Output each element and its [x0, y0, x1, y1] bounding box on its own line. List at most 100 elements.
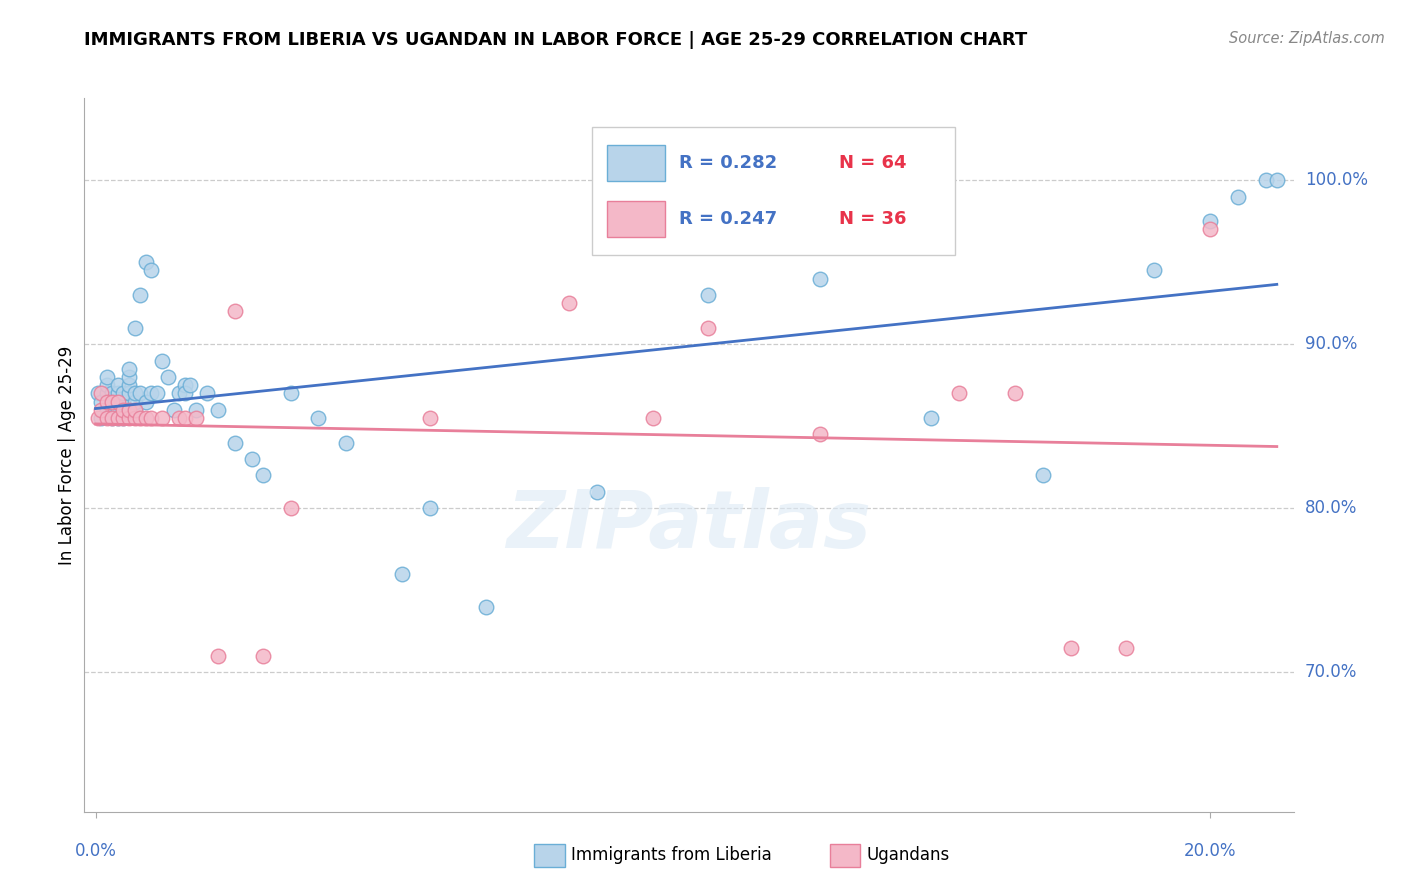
- Point: [1265, 173, 1288, 187]
- Point: [1143, 263, 1166, 277]
- Text: 80.0%: 80.0%: [1305, 500, 1357, 517]
- Point: [135, 394, 157, 409]
- Point: [1254, 173, 1277, 187]
- Bar: [607, 202, 665, 237]
- Point: [112, 402, 135, 417]
- Point: [335, 435, 357, 450]
- Text: Ugandans: Ugandans: [866, 847, 949, 864]
- Text: N = 64: N = 64: [839, 153, 907, 171]
- Point: [808, 271, 831, 285]
- Point: [124, 394, 146, 409]
- Point: [124, 402, 146, 417]
- Point: [179, 378, 201, 392]
- Point: [101, 411, 124, 425]
- Point: [280, 501, 302, 516]
- Point: [224, 435, 246, 450]
- Point: [156, 370, 179, 384]
- Point: [195, 386, 218, 401]
- Text: N = 36: N = 36: [839, 211, 907, 228]
- Point: [173, 411, 195, 425]
- Point: [141, 386, 163, 401]
- Point: [252, 648, 274, 663]
- Point: [162, 402, 184, 417]
- Point: [1199, 214, 1222, 228]
- Point: [107, 402, 129, 417]
- Point: [90, 386, 112, 401]
- Point: [101, 394, 124, 409]
- Point: [697, 288, 720, 302]
- Point: [135, 255, 157, 269]
- Point: [1115, 640, 1137, 655]
- Point: [184, 402, 207, 417]
- Point: [107, 386, 129, 401]
- Point: [107, 411, 129, 425]
- Point: [96, 394, 118, 409]
- Point: [90, 394, 112, 409]
- Point: [224, 304, 246, 318]
- Point: [252, 468, 274, 483]
- Point: [173, 378, 195, 392]
- Point: [118, 361, 141, 376]
- Text: Immigrants from Liberia: Immigrants from Liberia: [571, 847, 772, 864]
- Point: [107, 394, 129, 409]
- Point: [307, 411, 329, 425]
- Point: [1032, 468, 1054, 483]
- Point: [129, 411, 152, 425]
- Point: [112, 411, 135, 425]
- Point: [87, 386, 110, 401]
- Point: [101, 394, 124, 409]
- Point: [107, 394, 129, 409]
- Point: [150, 353, 173, 368]
- Point: [129, 288, 152, 302]
- Point: [391, 566, 413, 581]
- Y-axis label: In Labor Force | Age 25-29: In Labor Force | Age 25-29: [58, 345, 76, 565]
- Point: [1059, 640, 1081, 655]
- Point: [948, 386, 970, 401]
- Point: [90, 411, 112, 425]
- Text: IMMIGRANTS FROM LIBERIA VS UGANDAN IN LABOR FORCE | AGE 25-29 CORRELATION CHART: IMMIGRANTS FROM LIBERIA VS UGANDAN IN LA…: [84, 31, 1028, 49]
- Point: [419, 501, 441, 516]
- Point: [1199, 222, 1222, 236]
- Point: [124, 402, 146, 417]
- Point: [641, 411, 664, 425]
- Bar: [607, 145, 665, 180]
- Point: [90, 402, 112, 417]
- Text: 100.0%: 100.0%: [1305, 171, 1368, 189]
- Point: [87, 411, 110, 425]
- Point: [124, 411, 146, 425]
- Point: [118, 378, 141, 392]
- Point: [118, 370, 141, 384]
- Point: [124, 320, 146, 334]
- Point: [107, 378, 129, 392]
- Point: [184, 411, 207, 425]
- Text: 0.0%: 0.0%: [75, 842, 117, 860]
- Point: [118, 402, 141, 417]
- Point: [112, 411, 135, 425]
- Point: [697, 320, 720, 334]
- Text: R = 0.282: R = 0.282: [679, 153, 778, 171]
- Point: [112, 386, 135, 401]
- Point: [112, 394, 135, 409]
- Point: [141, 263, 163, 277]
- Point: [141, 411, 163, 425]
- Text: 90.0%: 90.0%: [1305, 335, 1357, 353]
- Point: [150, 411, 173, 425]
- Point: [474, 599, 496, 614]
- Point: [96, 370, 118, 384]
- Text: ZIPatlas: ZIPatlas: [506, 487, 872, 566]
- Point: [240, 452, 263, 467]
- Point: [96, 378, 118, 392]
- Point: [167, 411, 190, 425]
- Point: [280, 386, 302, 401]
- Point: [146, 386, 169, 401]
- Point: [586, 484, 609, 499]
- Point: [107, 411, 129, 425]
- Point: [167, 386, 190, 401]
- Point: [129, 386, 152, 401]
- Point: [96, 386, 118, 401]
- Point: [558, 296, 581, 310]
- Point: [96, 402, 118, 417]
- Point: [112, 402, 135, 417]
- Point: [920, 411, 942, 425]
- Text: R = 0.247: R = 0.247: [679, 211, 778, 228]
